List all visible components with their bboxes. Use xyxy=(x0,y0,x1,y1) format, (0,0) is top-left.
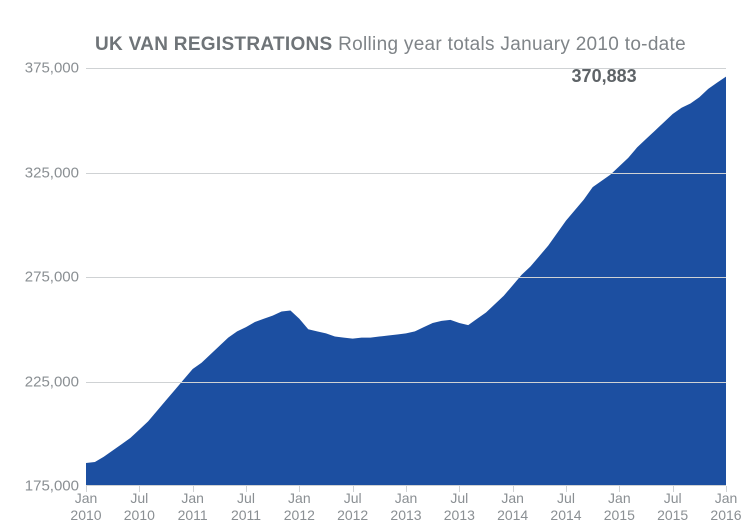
y-axis-label: 225,000 xyxy=(9,373,79,390)
x-axis-label: Jan2016 xyxy=(701,490,751,524)
gridline xyxy=(86,382,726,383)
y-axis-label: 325,000 xyxy=(9,164,79,181)
x-axis-label: Jul2015 xyxy=(648,490,698,524)
chart-title-bold: UK VAN REGISTRATIONS xyxy=(95,34,333,55)
x-axis-label: Jul2012 xyxy=(328,490,378,524)
area-path xyxy=(86,77,726,486)
x-axis-label: Jan2014 xyxy=(488,490,538,524)
peak-callout-text: 370,883 xyxy=(572,66,637,86)
x-axis-label: Jan2010 xyxy=(61,490,111,524)
chart-title-light: Rolling year totals January 2010 to-date xyxy=(338,34,686,55)
x-axis-label: Jul2010 xyxy=(114,490,164,524)
plot-area xyxy=(86,68,726,486)
gridline xyxy=(86,173,726,174)
chart-container: UK VAN REGISTRATIONS Rolling year totals… xyxy=(0,0,755,531)
x-axis-label: Jul2013 xyxy=(434,490,484,524)
y-axis-label: 375,000 xyxy=(9,60,79,77)
peak-callout: 370,883 xyxy=(572,66,637,87)
x-axis-label: Jan2011 xyxy=(168,490,218,524)
x-axis-label: Jan2015 xyxy=(594,490,644,524)
gridline xyxy=(86,277,726,278)
x-axis-label: Jul2011 xyxy=(221,490,271,524)
chart-title: UK VAN REGISTRATIONS Rolling year totals… xyxy=(95,34,686,56)
x-axis-label: Jan2013 xyxy=(381,490,431,524)
y-axis-label: 275,000 xyxy=(9,269,79,286)
x-axis-label: Jul2014 xyxy=(541,490,591,524)
x-axis-label: Jan2012 xyxy=(274,490,324,524)
